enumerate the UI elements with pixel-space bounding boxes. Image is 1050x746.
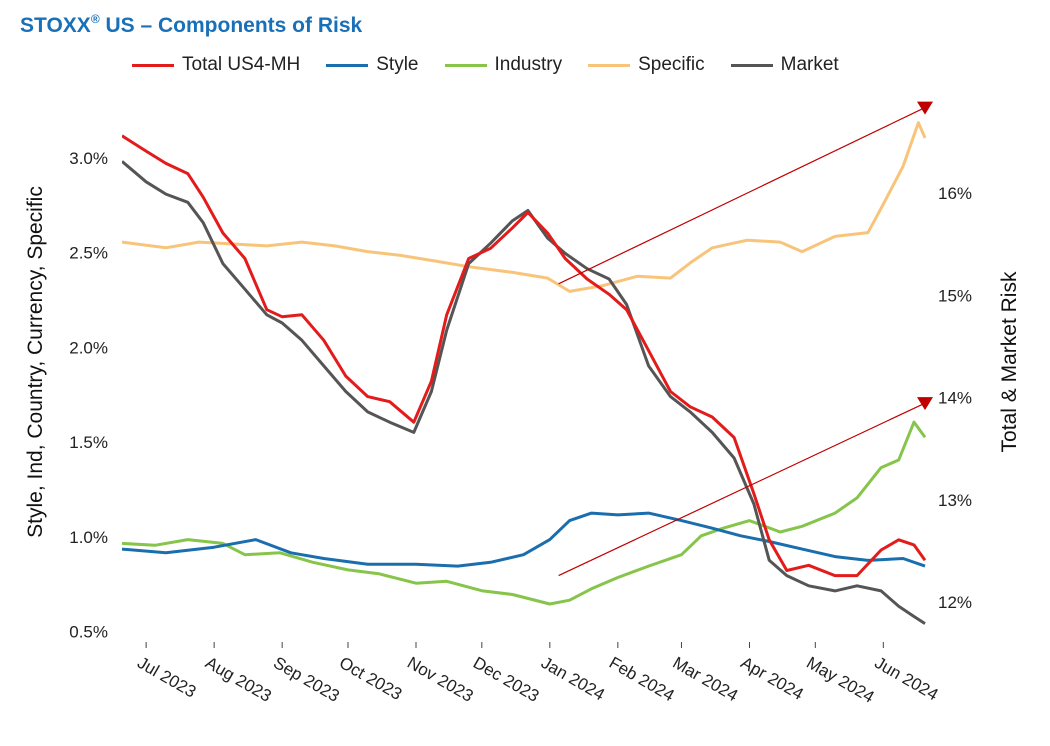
- x-tick-label: Jun 2024: [871, 653, 941, 704]
- legend-label: Industry: [494, 54, 563, 75]
- x-tick-label: Sep 2023: [270, 653, 343, 706]
- legend-label: Style: [376, 54, 419, 75]
- y-right-tick-label: 15%: [938, 286, 972, 305]
- trend-arrow-line: [558, 107, 926, 285]
- y-left-tick-label: 2.0%: [69, 338, 108, 357]
- x-tick-label: Feb 2024: [606, 653, 678, 705]
- x-tick-label: Dec 2023: [470, 653, 543, 706]
- series-line-style: [122, 511, 926, 568]
- y-left-tick-label: 1.0%: [69, 528, 108, 547]
- legend-item: Market: [730, 54, 839, 76]
- legend-swatch: [132, 63, 174, 67]
- legend-label: Market: [780, 54, 839, 75]
- y-right-tick-label: 14%: [938, 389, 972, 408]
- y-left-tick-label: 0.5%: [69, 623, 108, 642]
- series-line-total-us4-mh: [122, 134, 927, 578]
- x-tick-label: Apr 2024: [737, 653, 806, 704]
- trend-arrow-line: [558, 402, 926, 577]
- y-left-tick-label: 1.5%: [69, 433, 108, 452]
- y-left-tick-label: 2.5%: [69, 244, 108, 263]
- chart-legend: Total US4-MH Style Industry Specific Market: [132, 52, 865, 78]
- x-tick-label: Jan 2024: [538, 653, 608, 704]
- legend-item: Specific: [588, 54, 705, 76]
- chart-title: STOXX® US – Components of Risk: [20, 12, 363, 37]
- y-axis-left-label: Style, Ind, Country, Currency, Specific: [24, 186, 47, 538]
- legend-swatch: [588, 63, 631, 67]
- legend-label: Specific: [638, 54, 705, 75]
- series-line-market: [122, 160, 926, 625]
- trend-arrow-head: [917, 397, 933, 411]
- legend-swatch: [730, 63, 773, 67]
- x-tick-label: Aug 2023: [202, 653, 275, 706]
- legend-item: Industry: [444, 54, 563, 76]
- x-tick-label: Mar 2024: [669, 653, 741, 705]
- legend-swatch: [444, 63, 487, 67]
- series-line-specific: [122, 121, 927, 293]
- x-tick-label: Oct 2023: [336, 653, 405, 704]
- legend-swatch: [326, 63, 369, 67]
- y-right-tick-label: 13%: [938, 491, 972, 510]
- series-line-industry: [122, 420, 927, 606]
- legend-label: Total US4-MH: [182, 54, 301, 75]
- trend-arrow-head: [917, 101, 933, 115]
- x-tick-label: May 2024: [803, 653, 877, 707]
- legend-item: Total US4-MH: [132, 54, 300, 76]
- y-right-tick-label: 16%: [938, 184, 972, 203]
- x-tick-label: Jul 2023: [134, 653, 199, 702]
- y-right-tick-label: 12%: [938, 593, 972, 612]
- y-left-tick-label: 3.0%: [69, 149, 108, 168]
- legend-item: Style: [326, 54, 419, 76]
- y-axis-right-label: Total & Market Risk: [998, 271, 1021, 452]
- x-tick-label: Nov 2023: [404, 653, 477, 706]
